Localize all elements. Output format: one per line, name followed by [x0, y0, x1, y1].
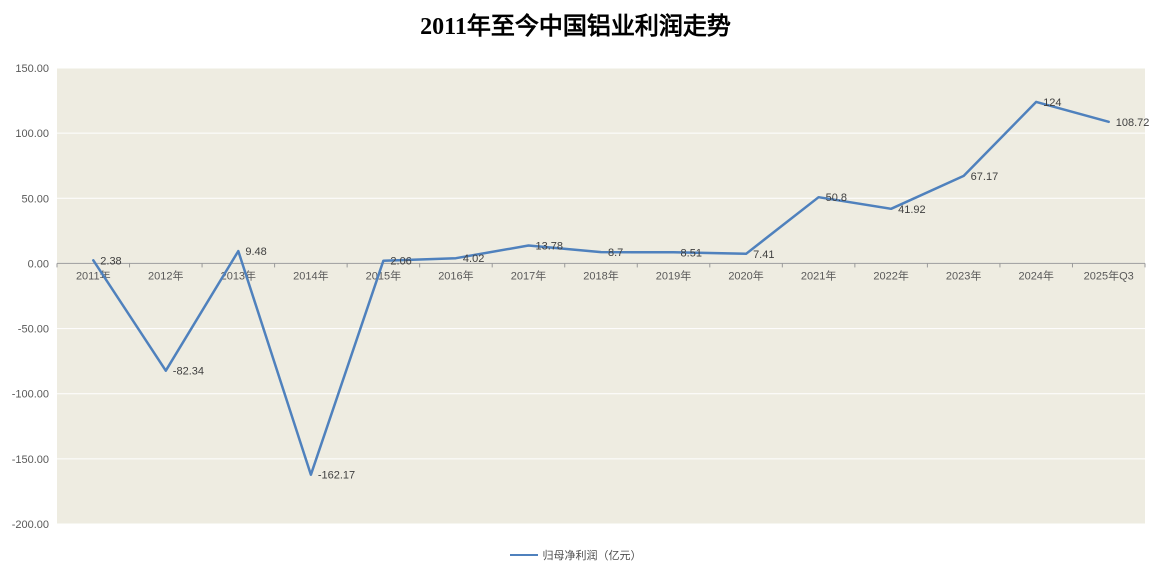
data-label: 67.17 [971, 171, 999, 183]
x-category-label: 2022年 [873, 268, 908, 282]
y-tick-label: -150.00 [12, 454, 49, 466]
y-tick-label: 0.00 [28, 258, 49, 270]
x-category-label: 2023年 [946, 268, 981, 282]
data-label: 7.41 [753, 249, 774, 261]
data-label: -82.34 [173, 366, 204, 378]
y-tick-label: 50.00 [21, 193, 49, 205]
chart-plot-area: 150.00 100.00 50.00 0.00 -50.00 -100.00 -150.0… [12, 63, 1150, 531]
data-label: 8.7 [608, 247, 623, 259]
data-label: 108.72 [1116, 117, 1150, 129]
x-category-label: 2012年 [148, 268, 183, 282]
data-label: 124 [1043, 97, 1061, 109]
data-label: 4.02 [463, 253, 484, 265]
legend-line-icon [509, 554, 538, 556]
chart-legend: 归母净利润（亿元） [0, 547, 1151, 563]
plot-background [57, 68, 1145, 524]
data-label: 8.51 [681, 247, 702, 259]
series-line [92, 100, 1110, 476]
x-category-label: 2025年Q3 [1084, 268, 1134, 282]
chart-title: 2011年至今中国铝业利润走势 [420, 14, 731, 40]
y-tick-label: -200.00 [12, 519, 49, 531]
data-label: 13.78 [535, 240, 563, 252]
data-label: 9.48 [245, 246, 266, 258]
data-label: -162.17 [318, 470, 355, 482]
data-label: 2.06 [390, 256, 411, 268]
x-category-label: 2024年 [1018, 268, 1053, 282]
y-tick-label: 100.00 [15, 128, 49, 140]
y-tick-label: -100.00 [12, 389, 49, 401]
x-category-label: 2017年 [511, 268, 546, 282]
data-label: 41.92 [898, 204, 926, 216]
x-category-label: 2021年 [801, 268, 836, 282]
data-label: 2.38 [100, 255, 121, 267]
x-category-label: 2018年 [583, 268, 618, 282]
x-category-label: 2015年 [366, 268, 401, 282]
y-tick-label: 150.00 [15, 63, 49, 75]
chart-page: 2011年至今中国铝业利润走势 150.00 100.00 50.00 0.00 -50… [0, 8, 1151, 562]
legend-label: 归母净利润（亿元） [542, 550, 642, 562]
data-label: 50.8 [826, 192, 847, 204]
x-category-label: 2019年 [656, 268, 691, 282]
y-tick-label: -50.00 [18, 324, 49, 336]
x-category-label: 2016年 [438, 268, 473, 282]
x-category-label: 2020年 [728, 268, 763, 282]
x-category-label: 2014年 [293, 268, 328, 282]
